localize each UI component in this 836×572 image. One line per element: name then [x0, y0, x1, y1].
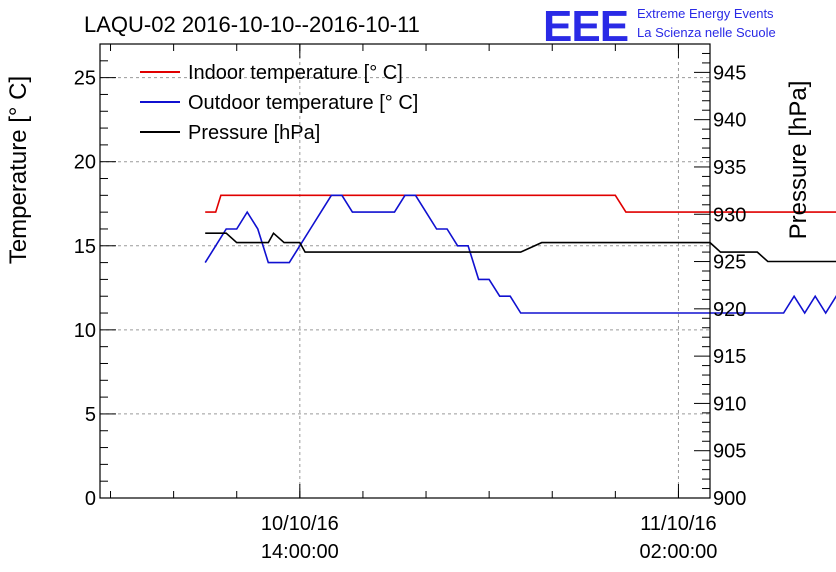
legend: Indoor temperature [° C] Outdoor temperat… [140, 62, 418, 144]
x-tick-label-time: 14:00:00 [261, 541, 339, 563]
chart-title: LAQU-02 2016-10-10--2016-10-11 [84, 12, 420, 37]
y2-tick-label: 940 [713, 110, 746, 132]
y-tick-label: 5 [85, 404, 96, 426]
series-layer [204, 194, 836, 315]
logo-line1: Extreme Energy Events [637, 6, 774, 21]
legend-label-outdoor-temperature: Outdoor temperature [° C] [188, 92, 418, 114]
y2-tick-label: 910 [713, 393, 746, 415]
y2-tick-label: 920 [713, 299, 746, 321]
y2-tick-label: 945 [713, 62, 746, 84]
tick-labels: 10/10/1614:00:0011/10/1602:00:0011/10/16… [74, 62, 747, 563]
ticks [100, 44, 710, 499]
y-tick-label: 10 [74, 320, 96, 342]
grid [100, 44, 710, 498]
legend-label-pressure: Pressure [hPa] [188, 122, 320, 144]
y-tick-label: 25 [74, 68, 96, 90]
x-tick-label-date: 11/10/16 [640, 513, 716, 535]
x-tick-label-time: 02:00:00 [640, 541, 718, 563]
y-tick-label: 0 [85, 488, 96, 510]
legend-label-indoor-temperature: Indoor temperature [° C] [188, 62, 403, 84]
y-tick-label: 15 [74, 236, 96, 258]
y-axis-title: Temperature [° C] [5, 76, 32, 264]
y2-axis-title: Pressure [hPa] [785, 81, 812, 240]
x-tick-label-date: 10/10/16 [261, 513, 339, 535]
y2-tick-label: 905 [713, 441, 746, 463]
y2-tick-label: 930 [713, 204, 746, 226]
y-tick-label: 20 [74, 152, 96, 174]
series-line-outdoor-temperature [204, 194, 836, 315]
y2-tick-label: 935 [713, 157, 746, 179]
y2-tick-label: 900 [713, 488, 746, 510]
logo-mark: EEE [543, 2, 628, 51]
series-line-pressure [205, 231, 836, 263]
y2-tick-label: 925 [713, 252, 746, 274]
y2-tick-label: 915 [713, 346, 746, 368]
eee-logo: EEE Extreme Energy Events La Scienza nel… [543, 2, 776, 51]
series-line-indoor-temperature [205, 194, 836, 213]
logo-line2: La Scienza nelle Scuole [637, 25, 776, 40]
